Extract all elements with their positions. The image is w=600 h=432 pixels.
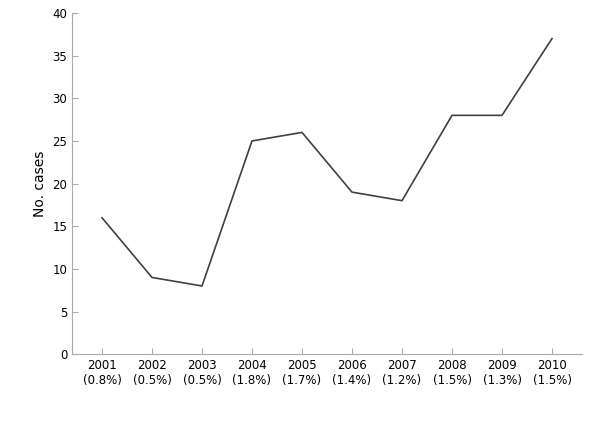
Y-axis label: No. cases: No. cases (33, 150, 47, 217)
